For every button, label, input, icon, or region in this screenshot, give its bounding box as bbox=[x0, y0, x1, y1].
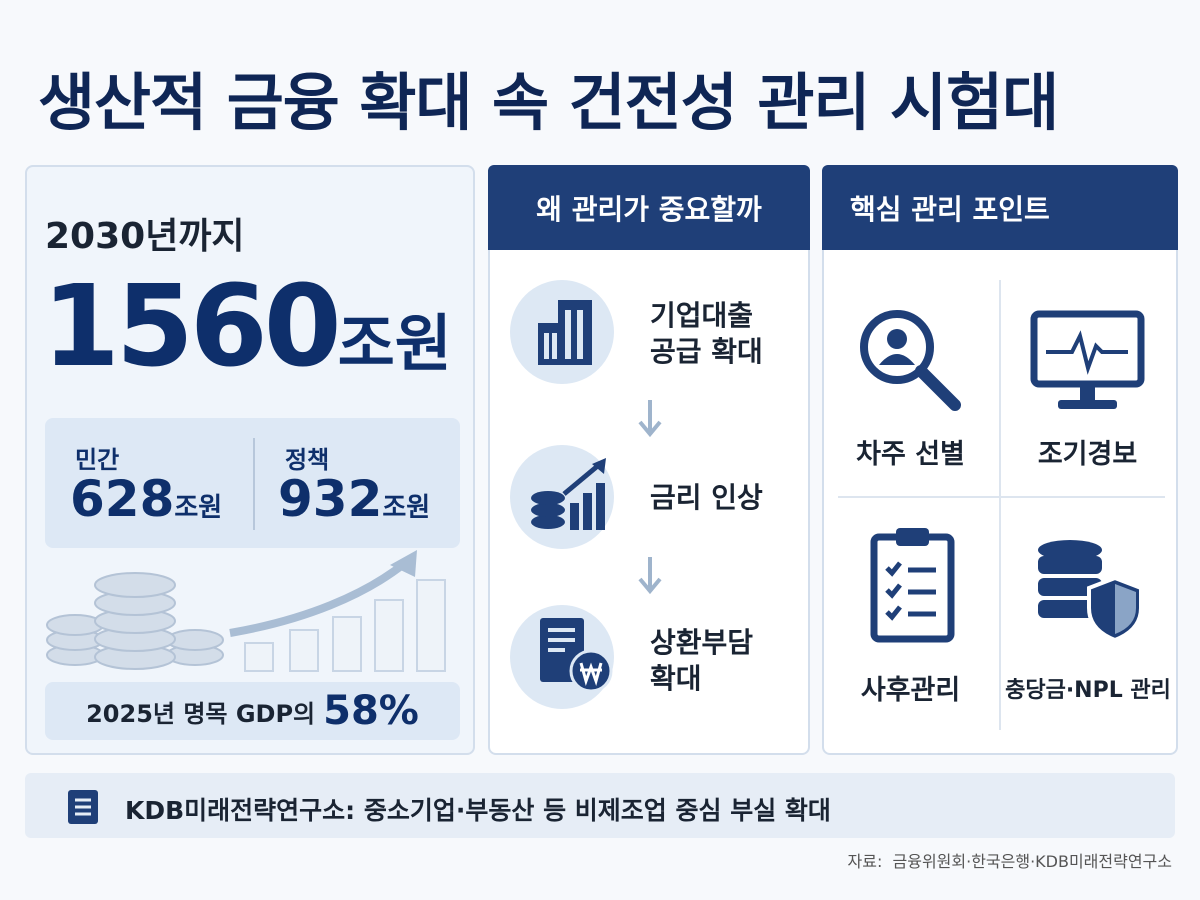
total: 1560조원 bbox=[42, 262, 452, 392]
why-item: 기업대출 공급 확대 bbox=[650, 298, 763, 370]
divider bbox=[253, 438, 255, 530]
why-title: 왜 관리가 중요할까 bbox=[488, 165, 810, 250]
why-item: 상환부담 확대 bbox=[650, 625, 753, 697]
line: 기업대출 bbox=[650, 299, 754, 332]
note-bar bbox=[25, 773, 1175, 838]
building-icon bbox=[538, 300, 592, 365]
period: 2030년까지 bbox=[45, 216, 245, 257]
point-label: 조기경보 bbox=[1037, 439, 1138, 470]
line: 공급 확대 bbox=[650, 335, 763, 368]
unit: 조원 bbox=[174, 493, 223, 523]
total-value: 1560 bbox=[42, 262, 342, 392]
growth-illustration bbox=[46, 550, 446, 672]
breakdown-box bbox=[45, 418, 460, 548]
breakdown-label: 정책 bbox=[285, 446, 330, 474]
gdp-share: 58% bbox=[323, 688, 419, 734]
grid-line bbox=[999, 280, 1001, 730]
breakdown-label: 민간 bbox=[75, 446, 120, 474]
point-label: 충당금·NPL 관리 bbox=[1005, 678, 1171, 703]
down-arrow bbox=[638, 557, 662, 595]
monitor-icon bbox=[1030, 310, 1145, 409]
clipboard-icon bbox=[870, 528, 955, 643]
page-title: 생산적 금융 확대 속 건전성 관리 시험대 bbox=[38, 66, 1059, 139]
rate-icon bbox=[531, 458, 606, 530]
note-text: KDB미래전략연구소: 중소기업·부동산 등 비제조업 중심 부실 확대 bbox=[125, 796, 831, 825]
value: 628 bbox=[70, 470, 175, 528]
search-icon bbox=[860, 310, 961, 411]
point-label: 사후관리 bbox=[860, 675, 961, 706]
unit: 조원 bbox=[382, 493, 431, 523]
line: 금리 인상 bbox=[650, 481, 763, 514]
repayment-icon bbox=[540, 618, 613, 693]
breakdown-value: 628조원 bbox=[70, 470, 222, 528]
line: 확대 bbox=[650, 662, 702, 695]
gdp-note: 2025년 명목 GDP의 bbox=[86, 699, 316, 728]
source: 자료: 금융위원회·한국은행·KDB미래전략연구소 bbox=[847, 852, 1172, 871]
why-item: 금리 인상 bbox=[650, 480, 763, 516]
value: 932 bbox=[278, 470, 383, 528]
shield-icon bbox=[1038, 540, 1143, 643]
down-arrow bbox=[638, 400, 662, 438]
breakdown-value: 932조원 bbox=[278, 470, 430, 528]
grid-line bbox=[838, 496, 1165, 498]
total-unit: 조원 bbox=[337, 307, 452, 380]
line: 상환부담 bbox=[650, 626, 754, 659]
doc-icon bbox=[68, 790, 98, 824]
points-title: 핵심 관리 포인트 bbox=[822, 165, 1178, 250]
point-label: 차주 선별 bbox=[856, 439, 965, 470]
gdp-box: 2025년 명목 GDP의 58% bbox=[45, 682, 460, 740]
